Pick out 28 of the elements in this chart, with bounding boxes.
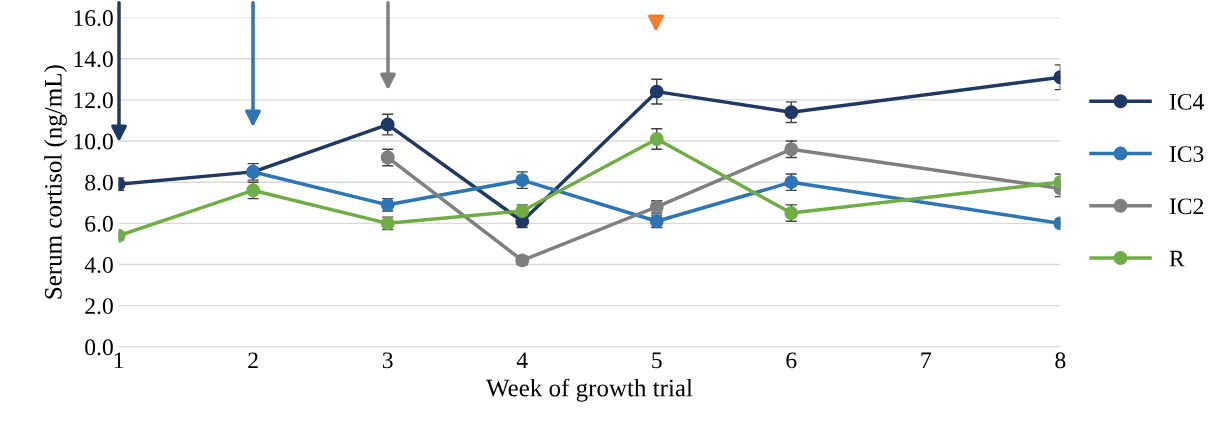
y-tick-label: 10.0 [74,133,113,150]
x-tick-label: 2 [248,352,258,369]
y-tick-label: 4.0 [84,256,113,274]
point [380,117,395,132]
legend-label: IC4 [1169,93,1204,110]
point [649,132,664,146]
y-tick-label: 8.0 [85,174,113,191]
y-tick-label: 16.0 [74,10,113,27]
point [649,84,664,99]
y-tick-label: 12.0 [74,92,113,109]
y-tick-label: 2.0 [85,298,113,315]
legend-label: IC3 [1169,146,1204,163]
legend-label: R [1169,250,1185,267]
point [784,105,799,120]
legend-label: IC2 [1169,198,1204,215]
y-axis-title: Serum cortisol (ng/mL) [44,65,67,299]
x-tick-label: 7 [921,352,932,369]
x-tick-label: 1 [114,352,124,369]
x-tick-label: 8 [1055,352,1066,369]
y-tick-label: 0.0 [85,339,113,356]
x-axis-title: Week of growth trial [486,378,693,402]
x-tick-label: 5 [652,352,662,369]
point [515,204,530,218]
y-tick-label: 14.0 [74,51,113,68]
x-tick-label: 4 [516,352,528,369]
x-tick-label: 3 [382,352,393,369]
x-tick-label: 6 [786,352,797,369]
y-tick-label: 6.0 [85,215,113,232]
